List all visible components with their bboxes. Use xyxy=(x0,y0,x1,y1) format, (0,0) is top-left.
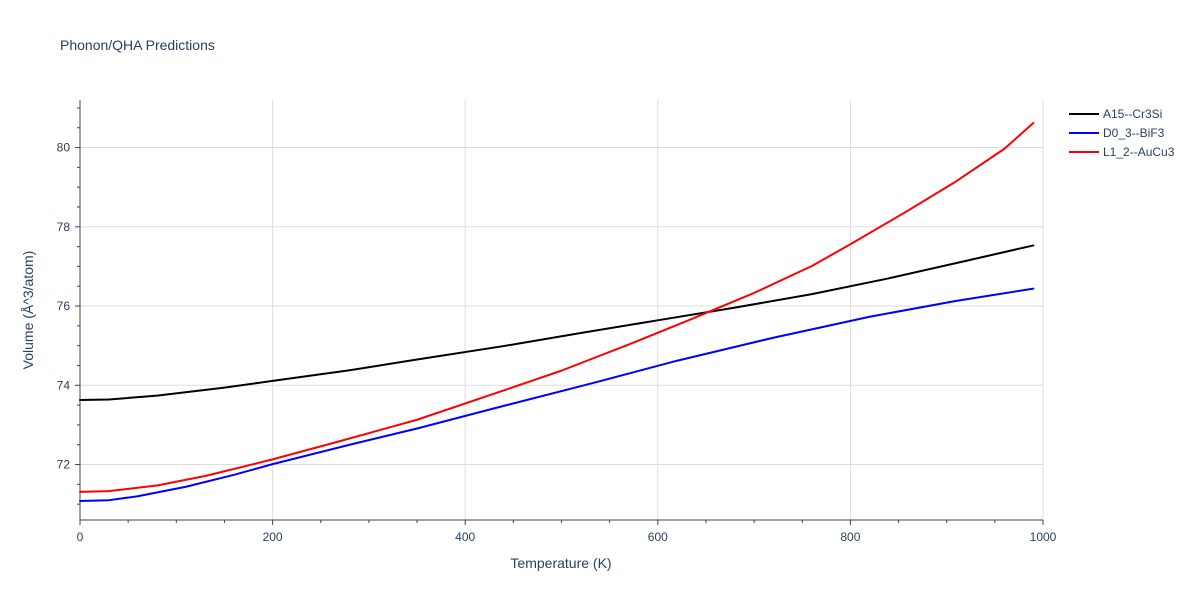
y-tick-label: 74 xyxy=(57,378,71,392)
tick-labels: 0 200 400 600 800 1000 72 74 76 78 80 xyxy=(57,141,1057,544)
chart-title: Phonon/QHA Predictions xyxy=(60,37,215,53)
x-tick-label: 400 xyxy=(455,530,475,544)
legend-label: L1_2--AuCu3 xyxy=(1103,145,1175,159)
y-axis-label: Volume (Å^3/atom) xyxy=(20,251,36,370)
y-tick-label: 80 xyxy=(57,141,71,155)
legend-label: A15--Cr3Si xyxy=(1103,107,1162,121)
y-tick-label: 78 xyxy=(57,220,71,234)
y-tick-label: 76 xyxy=(57,299,71,313)
x-tick-label: 1000 xyxy=(1030,530,1057,544)
legend[interactable]: A15--Cr3Si D0_3--BiF3 L1_2--AuCu3 xyxy=(1069,107,1175,159)
legend-item[interactable]: L1_2--AuCu3 xyxy=(1069,145,1175,159)
plot-area xyxy=(79,121,1035,502)
series-line-3[interactable] xyxy=(79,121,1035,493)
axes xyxy=(75,100,1044,525)
series-line-2[interactable] xyxy=(79,287,1035,502)
legend-item[interactable]: D0_3--BiF3 xyxy=(1069,126,1165,140)
x-tick-label: 600 xyxy=(648,530,668,544)
legend-label: D0_3--BiF3 xyxy=(1103,126,1165,140)
x-tick-label: 800 xyxy=(840,530,860,544)
series-line-1[interactable] xyxy=(79,244,1035,401)
x-tick-label: 200 xyxy=(263,530,283,544)
x-axis-label: Temperature (K) xyxy=(510,555,611,571)
legend-item[interactable]: A15--Cr3Si xyxy=(1069,107,1162,121)
grid xyxy=(80,100,1044,520)
x-tick-label: 0 xyxy=(77,530,84,544)
y-tick-label: 72 xyxy=(57,458,71,472)
